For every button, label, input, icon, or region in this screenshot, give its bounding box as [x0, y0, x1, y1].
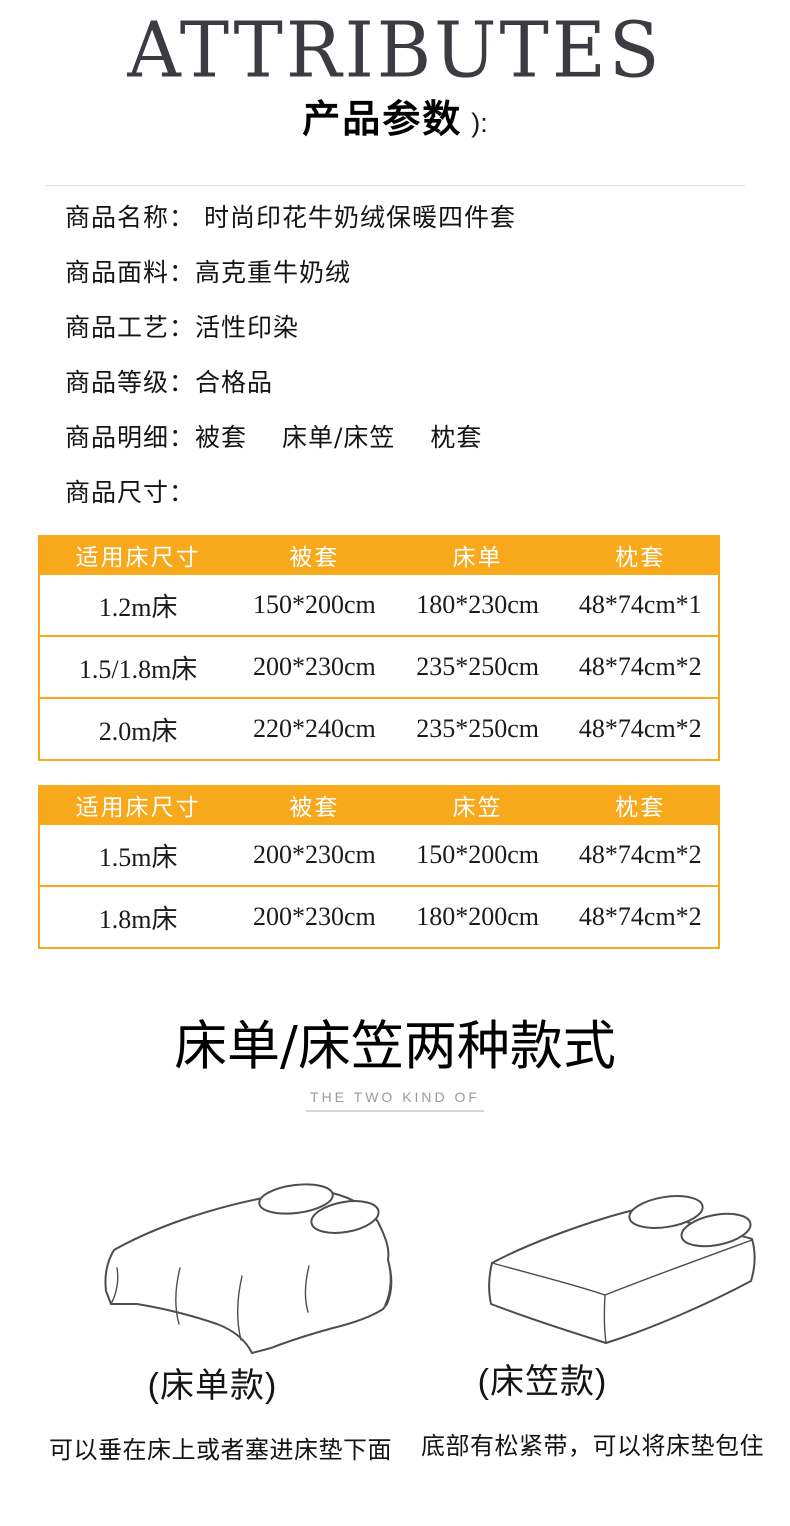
table-row: 1.2m床 150*200cm 180*230cm 48*74cm*1	[39, 573, 719, 636]
pillow-icon	[258, 1183, 334, 1215]
figure-fitted-sheet: (床笠款) 底部有松紧带，可以将床垫包住	[395, 1154, 790, 1465]
info-line-grade: 商品等级：合格品	[65, 368, 274, 397]
figure-caption-flat-sheet: (床单款)	[147, 1367, 278, 1405]
product-info-list: 商品名称： 时尚印花牛奶绒保暖四件套 商品面料：高克重牛奶绒 商品工艺：活性印染…	[65, 205, 790, 505]
cell-sheet: 180*230cm	[392, 573, 563, 636]
pillow-icon	[680, 1212, 752, 1248]
cell-bed-size: 1.8m床	[39, 885, 237, 948]
cell-duvet: 200*230cm	[236, 885, 393, 948]
column-header: 适用床尺寸	[39, 536, 237, 574]
table-row: 1.5m床 200*230cm 150*200cm 48*74cm*2	[39, 823, 719, 886]
page-subtitle: 产品参数):	[0, 96, 790, 144]
cell-pillow: 48*74cm*1	[562, 573, 719, 636]
column-header: 被套	[236, 536, 393, 574]
subtitle-cn: 产品参数	[302, 99, 463, 141]
table-header-row: 适用床尺寸 被套 床单 枕套	[39, 536, 719, 574]
column-header: 床笠	[392, 786, 563, 824]
figure-caption-fitted-sheet: (床笠款)	[477, 1363, 608, 1401]
cell-duvet: 220*240cm	[236, 697, 393, 760]
column-header: 被套	[236, 786, 393, 824]
column-header: 枕套	[562, 536, 719, 574]
cell-bed-size: 2.0m床	[39, 697, 237, 760]
pillow-icon	[628, 1195, 704, 1229]
cell-fitted: 180*200cm	[392, 885, 563, 948]
cell-duvet: 200*230cm	[236, 823, 393, 886]
figure-description-fitted-sheet: 底部有松紧带，可以将床垫包住	[421, 1433, 764, 1460]
subtitle-suffix: ):	[471, 108, 488, 138]
cell-bed-size: 1.5m床	[39, 823, 237, 886]
cell-duvet: 200*230cm	[236, 635, 393, 698]
styles-section-title: 床单/床笠两种款式	[174, 1016, 616, 1077]
cell-sheet: 235*250cm	[392, 635, 563, 698]
table-row: 1.5/1.8m床 200*230cm 235*250cm 48*74cm*2	[39, 635, 719, 698]
info-line-fabric: 商品面料：高克重牛奶绒	[65, 258, 352, 287]
cell-pillow: 48*74cm*2	[562, 697, 719, 760]
size-table-flat-sheet: 适用床尺寸 被套 床单 枕套 1.2m床 150*200cm 180*230cm…	[38, 535, 720, 761]
bed-style-figures: (床单款) 可以垂在床上或者塞进床垫下面 (床笠款) 底部有松紧带，可以将床垫包…	[0, 1154, 790, 1465]
cell-duvet: 150*200cm	[236, 573, 393, 636]
info-line-detail: 商品明细：被套 床单/床笠 枕套	[65, 423, 483, 452]
header-divider	[45, 185, 745, 186]
column-header: 枕套	[562, 786, 719, 824]
cell-pillow: 48*74cm*2	[562, 635, 719, 698]
cell-sheet: 235*250cm	[392, 697, 563, 760]
info-line-craft: 商品工艺：活性印染	[65, 313, 300, 342]
styles-section-subtitle-wrap: THE TWO KIND OF	[0, 1089, 790, 1112]
fitted-sheet-mattress-illustration	[488, 1195, 756, 1344]
page-title: ATTRIBUTES	[127, 6, 663, 96]
cell-bed-size: 1.2m床	[39, 573, 237, 636]
column-header: 适用床尺寸	[39, 786, 237, 824]
table-row: 2.0m床 220*240cm 235*250cm 48*74cm*2	[39, 697, 719, 760]
figure-description-flat-sheet: 可以垂在床上或者塞进床垫下面	[49, 1437, 392, 1464]
info-line-size: 商品尺寸：	[65, 478, 196, 507]
figure-flat-sheet: (床单款) 可以垂在床上或者塞进床垫下面	[0, 1154, 395, 1465]
flat-sheet-bed-illustration	[104, 1183, 393, 1354]
table-row: 1.8m床 200*230cm 180*200cm 48*74cm*2	[39, 885, 719, 948]
cell-pillow: 48*74cm*2	[562, 885, 719, 948]
cell-pillow: 48*74cm*2	[562, 823, 719, 886]
cell-fitted: 150*200cm	[392, 823, 563, 886]
column-header: 床单	[392, 536, 563, 574]
cell-bed-size: 1.5/1.8m床	[39, 635, 237, 698]
info-line-name: 商品名称： 时尚印花牛奶绒保暖四件套	[65, 203, 516, 232]
table-header-row: 适用床尺寸 被套 床笠 枕套	[39, 786, 719, 824]
size-table-fitted-sheet: 适用床尺寸 被套 床笠 枕套 1.5m床 200*230cm 150*200cm…	[38, 785, 720, 949]
pillow-icon	[310, 1200, 380, 1234]
styles-section-subtitle: THE TWO KIND OF	[306, 1089, 484, 1112]
